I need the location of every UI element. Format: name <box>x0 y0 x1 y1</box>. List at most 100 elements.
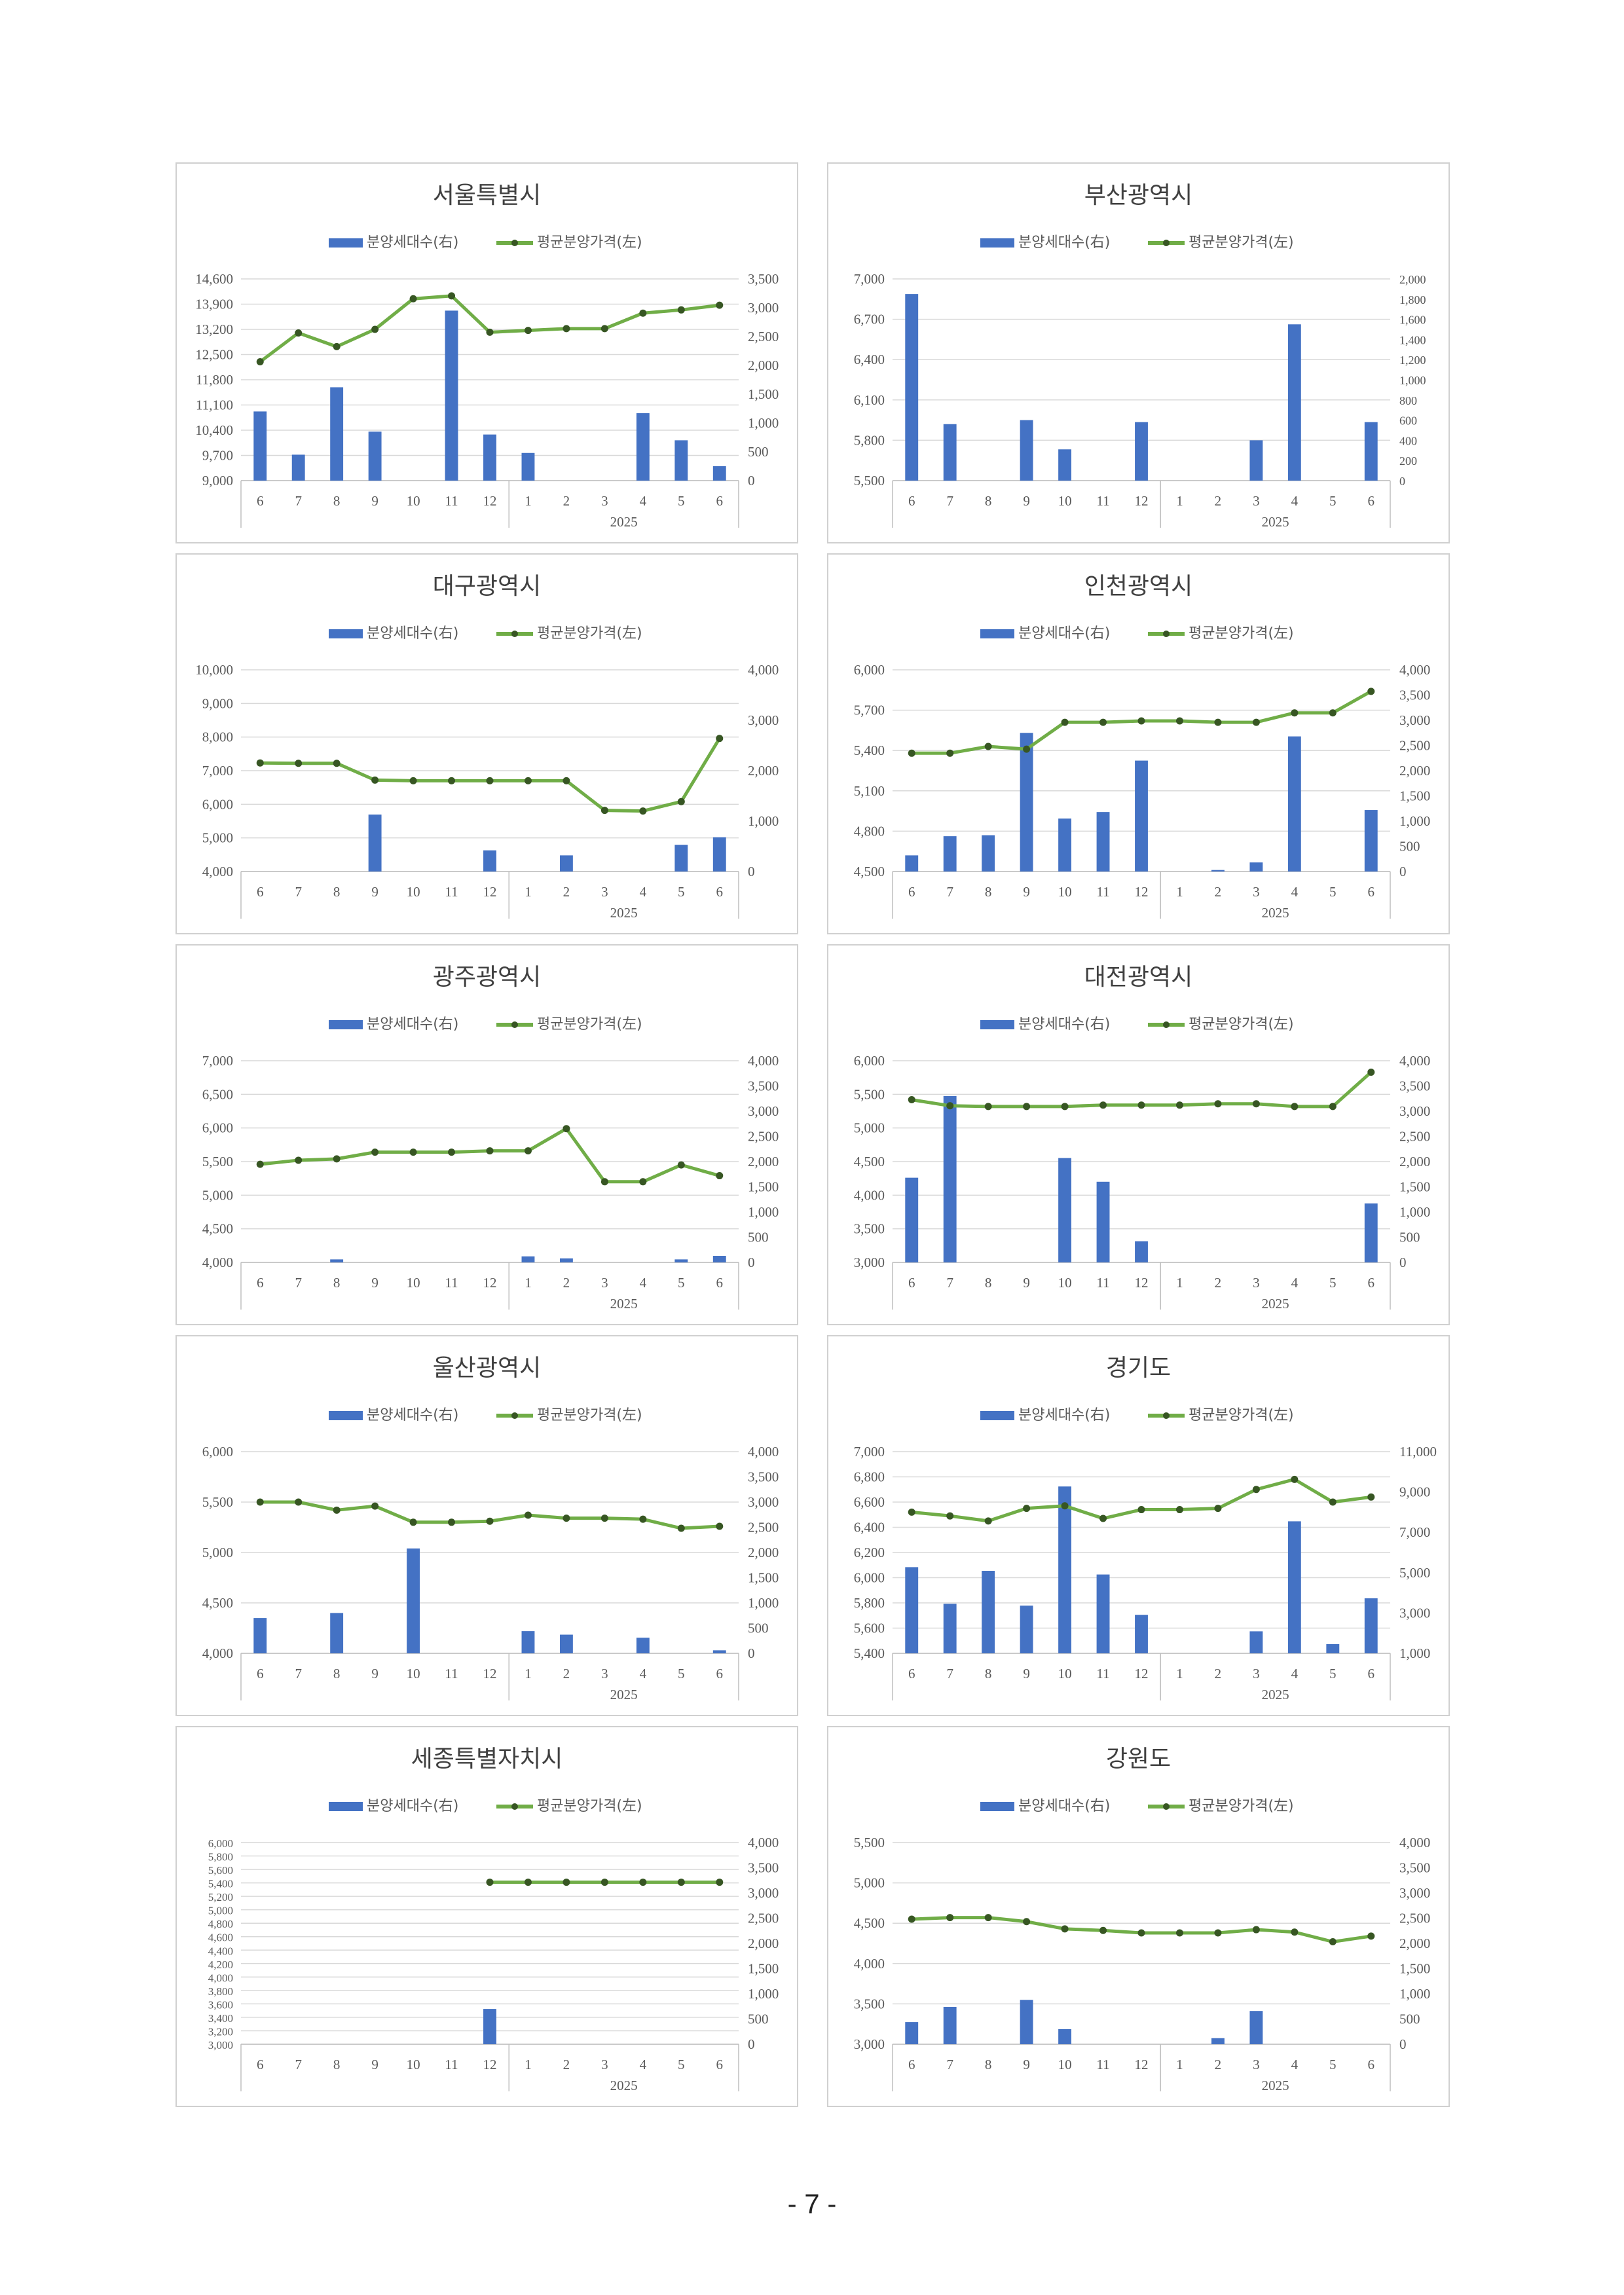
x-axis-tick: 9 <box>1023 884 1030 900</box>
left-axis-tick: 3,000 <box>208 2039 233 2051</box>
right-axis-tick: 3,000 <box>1399 1103 1430 1119</box>
x-axis-tick: 11 <box>1096 2057 1109 2072</box>
line-point <box>1214 1505 1222 1513</box>
bar <box>905 1177 919 1262</box>
bar <box>253 1618 267 1653</box>
line-point <box>908 1915 915 1923</box>
left-axis-tick: 6,600 <box>854 1494 885 1510</box>
line-point <box>908 749 915 757</box>
line-point <box>984 1103 992 1111</box>
left-axis-tick: 4,000 <box>208 1972 233 1984</box>
line-point <box>486 1517 494 1525</box>
bar <box>1287 1521 1301 1653</box>
left-axis-tick: 5,800 <box>854 1595 885 1611</box>
right-axis-tick: 3,000 <box>748 1494 779 1510</box>
left-axis-tick: 4,400 <box>208 1945 233 1957</box>
x-axis-tick: 2 <box>1215 1666 1222 1681</box>
x-axis-tick: 6 <box>257 1275 264 1291</box>
x-axis-tick: 4 <box>1291 2057 1299 2072</box>
x-axis-tick: 6 <box>1368 1666 1375 1681</box>
bar <box>1096 1574 1110 1653</box>
line-point <box>600 1178 608 1186</box>
x-axis-tick: 10 <box>407 884 420 900</box>
right-axis-tick: 0 <box>748 1645 755 1661</box>
right-axis-tick: 500 <box>1399 839 1420 854</box>
bar <box>559 1634 573 1653</box>
right-axis-tick: 2,500 <box>1399 1129 1430 1145</box>
right-axis-tick: 2,000 <box>1399 1936 1430 1951</box>
line-point <box>1252 1486 1260 1494</box>
line-point <box>1137 1506 1145 1514</box>
bar <box>559 1258 573 1262</box>
bar <box>1096 812 1110 872</box>
chart-frame <box>175 944 798 1325</box>
line-point <box>1175 1101 1183 1109</box>
x-axis-tick: 3 <box>1253 884 1260 900</box>
left-axis-tick: 12,500 <box>195 347 233 363</box>
left-axis-tick: 4,000 <box>202 864 233 879</box>
bar <box>1326 1644 1340 1653</box>
right-axis-tick: 3,500 <box>1399 1078 1430 1094</box>
line-point <box>295 329 303 337</box>
right-axis-tick: 200 <box>1399 454 1417 468</box>
x-axis-tick: 7 <box>946 2057 953 2072</box>
bar <box>330 387 344 481</box>
legend-bar-label: 분양세대수(右) <box>1018 625 1110 642</box>
right-axis-tick: 0 <box>1399 1255 1407 1270</box>
legend-bar-swatch <box>980 629 1014 638</box>
left-axis-tick: 5,500 <box>202 1494 233 1510</box>
chart-frame <box>175 1335 798 1716</box>
left-axis-tick: 6,800 <box>854 1469 885 1485</box>
left-axis-tick: 5,400 <box>854 743 885 758</box>
line-point <box>639 309 647 317</box>
right-axis-tick: 500 <box>748 444 769 460</box>
x-axis-tick: 7 <box>946 1666 953 1681</box>
line-point <box>486 1147 494 1155</box>
left-axis-tick: 5,000 <box>202 1187 233 1203</box>
line-point <box>984 743 992 750</box>
bar <box>674 845 688 872</box>
line-point <box>448 1148 456 1156</box>
left-axis-tick: 5,100 <box>854 783 885 799</box>
x-axis-tick: 4 <box>1291 493 1299 509</box>
right-axis-tick: 3,000 <box>1399 712 1430 728</box>
left-axis-tick: 5,500 <box>202 1154 233 1169</box>
bar <box>1364 1203 1378 1262</box>
bar <box>1096 1181 1110 1262</box>
x-axis-tick: 1 <box>525 884 532 900</box>
x-axis-tick: 10 <box>1058 493 1072 509</box>
x-axis-tick: 2 <box>563 884 570 900</box>
bar <box>943 2007 957 2044</box>
left-axis-tick: 3,400 <box>208 2012 233 2025</box>
x-axis-tick: 5 <box>678 2057 685 2072</box>
line-point <box>1214 718 1222 726</box>
x-axis-tick: 11 <box>1096 1666 1109 1681</box>
line-point <box>716 1879 724 1886</box>
right-axis-tick: 500 <box>748 1230 769 1245</box>
left-axis-tick: 6,000 <box>208 1837 233 1850</box>
line-point <box>1137 1929 1145 1937</box>
right-axis-tick: 2,000 <box>748 1936 779 1951</box>
x-axis-tick: 2 <box>1215 1275 1222 1291</box>
x-axis-tick: 10 <box>407 1275 420 1291</box>
x-year-label: 2025 <box>610 1296 638 1312</box>
right-axis-tick: 1,000 <box>1399 1645 1430 1661</box>
x-axis-tick: 3 <box>1253 1275 1260 1291</box>
left-axis-tick: 8,000 <box>202 729 233 745</box>
legend-line-label: 평균분양가격(左) <box>537 1798 642 1814</box>
right-axis-tick: 2,000 <box>748 1154 779 1169</box>
right-axis-tick: 2,500 <box>748 1520 779 1535</box>
bar <box>1058 818 1072 872</box>
x-axis-tick: 4 <box>640 493 647 509</box>
left-axis-tick: 5,000 <box>202 1545 233 1560</box>
left-axis-tick: 4,800 <box>208 1918 233 1930</box>
x-axis-tick: 7 <box>946 1275 953 1291</box>
line-point <box>563 325 570 333</box>
line-point <box>639 807 647 815</box>
x-axis-tick: 3 <box>601 1275 608 1291</box>
bar <box>1287 736 1301 872</box>
x-axis-tick: 9 <box>371 1666 378 1681</box>
x-axis-tick: 1 <box>1176 1275 1183 1291</box>
line-point <box>1291 1103 1299 1111</box>
line-point <box>1099 1926 1107 1934</box>
